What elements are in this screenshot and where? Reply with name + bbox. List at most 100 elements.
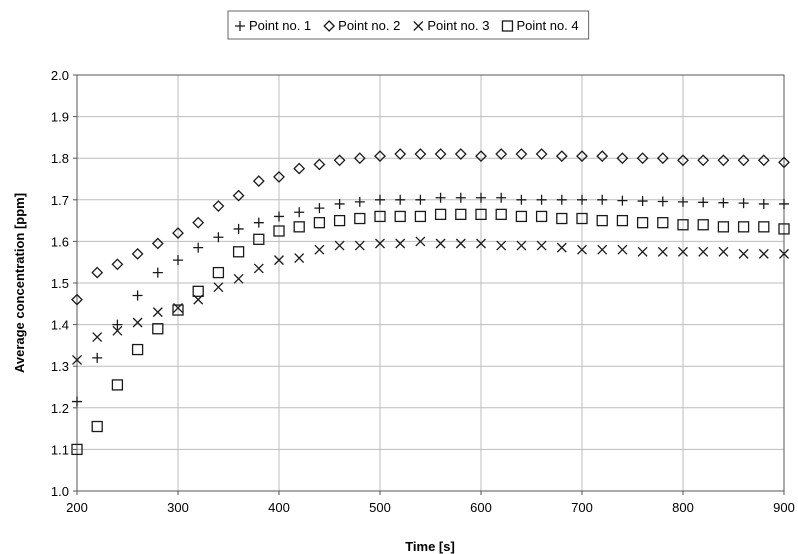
data-point (395, 238, 406, 249)
data-point (192, 285, 204, 297)
data-point (516, 240, 527, 251)
data-point (476, 238, 486, 249)
data-point (454, 148, 467, 160)
data-point (414, 210, 427, 223)
data-point (294, 253, 305, 263)
data-point (556, 212, 568, 225)
data-point (617, 244, 628, 255)
data-point (92, 332, 103, 343)
data-point (678, 246, 688, 257)
data-point (475, 150, 487, 163)
series-1 (72, 192, 789, 407)
data-point (91, 420, 103, 433)
data-point (252, 175, 265, 187)
data-point (72, 355, 82, 365)
data-point (112, 319, 123, 330)
data-point (151, 237, 164, 250)
data-point (435, 238, 446, 249)
data-point (112, 325, 123, 336)
data-point (758, 198, 769, 209)
x-tick-label: 700 (571, 500, 593, 515)
data-point (515, 210, 528, 223)
data-point (253, 233, 265, 245)
legend-marker (323, 20, 336, 32)
data-point (698, 246, 709, 257)
data-point (415, 194, 426, 205)
data-point (556, 242, 567, 253)
data-point (374, 210, 386, 223)
data-point (455, 238, 466, 249)
data-point (758, 248, 769, 259)
x-tick-label: 500 (369, 500, 391, 515)
data-point (657, 246, 668, 257)
data-point (678, 196, 688, 207)
data-point (192, 216, 205, 229)
data-point (253, 263, 264, 274)
data-point (71, 293, 83, 306)
legend-label: Point no. 1 (249, 18, 311, 33)
data-point (212, 200, 225, 212)
data-point (293, 221, 305, 233)
data-point (274, 211, 284, 222)
data-point (111, 379, 124, 391)
data-point (677, 219, 689, 231)
data-point (737, 221, 750, 233)
data-point (616, 214, 629, 227)
data-point (313, 217, 326, 229)
y-tick-label: 1.1 (51, 442, 69, 457)
data-point (496, 192, 507, 203)
data-point (657, 217, 669, 229)
data-point (455, 192, 466, 203)
data-point (253, 217, 264, 228)
data-point (354, 196, 365, 207)
data-point (72, 396, 82, 407)
data-point (596, 214, 608, 227)
data-point (273, 225, 285, 237)
data-point (293, 162, 306, 175)
data-point (172, 227, 184, 239)
data-point (91, 266, 104, 279)
data-point (71, 443, 83, 456)
data-point (232, 189, 245, 202)
data-point (636, 217, 649, 229)
data-point (737, 154, 750, 167)
data-point (354, 240, 365, 251)
data-point (434, 148, 447, 160)
data-point (535, 210, 548, 223)
data-point (111, 258, 124, 271)
data-point (577, 194, 587, 205)
data-point (152, 307, 163, 318)
data-point (131, 247, 144, 260)
legend-marker (235, 21, 245, 31)
legend-label: Point no. 3 (427, 18, 489, 33)
data-point (395, 194, 406, 205)
data-point (757, 154, 770, 167)
data-point (657, 196, 668, 207)
data-point (233, 273, 244, 284)
data-point (132, 317, 143, 328)
x-axis-title: Time [s] (405, 539, 455, 554)
data-point (717, 154, 730, 167)
data-point (152, 267, 163, 278)
data-point (435, 192, 446, 203)
data-point (193, 242, 204, 253)
grid (76, 74, 785, 492)
data-point (697, 219, 709, 231)
data-point (738, 248, 749, 259)
x-tick-label: 200 (66, 500, 88, 515)
data-point (274, 255, 284, 266)
data-point (596, 150, 609, 163)
legend-item: Point no. 2 (323, 18, 400, 33)
data-point (414, 148, 427, 160)
data-point (132, 290, 143, 301)
x-tick-label: 900 (773, 500, 795, 515)
data-point (779, 198, 789, 209)
data-point (577, 244, 587, 255)
y-tick-label: 1.5 (51, 276, 69, 291)
data-point (779, 248, 789, 259)
data-point (313, 158, 326, 171)
data-point (333, 214, 346, 227)
data-point (597, 194, 608, 205)
data-points (71, 148, 790, 456)
